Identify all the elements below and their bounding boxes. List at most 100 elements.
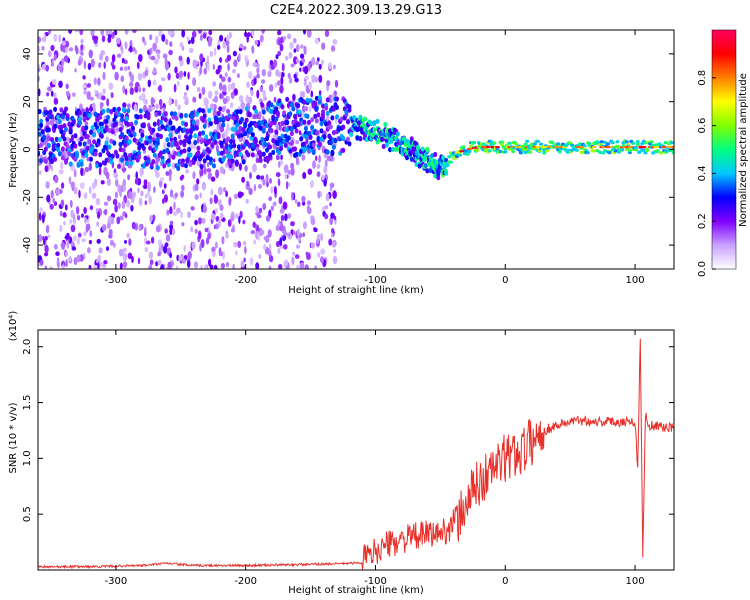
heatmap-noise-cell	[58, 34, 62, 43]
heatmap-noise-cell	[284, 173, 288, 179]
heatmap-noise-cell	[59, 224, 63, 233]
heatmap-noise-cell	[225, 162, 229, 168]
heatmap-ridge-cell	[103, 144, 107, 150]
heatmap-noise-cell	[245, 94, 250, 104]
heatmap-noise-cell	[246, 81, 250, 88]
heatmap-ridge-cell	[307, 119, 311, 125]
heatmap-ridge-cell	[464, 149, 469, 153]
heatmap-noise-cell	[57, 261, 60, 269]
heatmap-noise-cell	[318, 63, 322, 70]
heatmap-ridge-cell	[398, 140, 403, 146]
heatmap-noise-cell	[84, 121, 89, 126]
heatmap-noise-cell	[233, 241, 238, 248]
heatmap-noise-cell	[308, 106, 312, 112]
colorbar-tick-label: 0.8	[697, 70, 708, 86]
heatmap-noise-cell	[256, 73, 260, 79]
heatmap-noise-cell	[248, 187, 253, 196]
heatmap-noise-cell	[106, 195, 112, 202]
heatmap-ridge-cell	[341, 124, 346, 130]
snr-x-ticks: -300 -200 -100 0 100	[105, 330, 645, 587]
heatmap-noise-cell	[98, 167, 102, 176]
heatmap-noise-cell	[332, 255, 338, 265]
heatmap-ridge-cell	[43, 158, 48, 164]
heatmap-noise-cell	[277, 71, 282, 78]
heatmap-ridge-cell	[182, 139, 187, 145]
heatmap-ridge-cell	[364, 129, 369, 135]
heatmap-noise-cell	[306, 205, 311, 213]
heatmap-ridge-cell	[550, 140, 554, 144]
heatmap-ridge-cell	[46, 127, 51, 133]
heatmap-noise-cell	[46, 92, 50, 97]
heatmap-ridge-cell	[358, 136, 363, 142]
heatmap-noise-cell	[241, 176, 246, 183]
heatmap-noise-cell	[83, 60, 87, 70]
heatmap-ridge-cell	[165, 147, 170, 153]
heatmap-ridge-cell	[90, 125, 95, 131]
heatmap-noise-cell	[230, 228, 235, 233]
heatmap-noise-cell	[252, 221, 256, 228]
heatmap-ridge-cell	[110, 153, 115, 159]
heatmap-noise-cell	[164, 242, 169, 247]
heatmap-noise-cell	[47, 86, 52, 92]
heatmap-ridge-cell	[303, 125, 308, 132]
heatmap-ridge-cell	[349, 131, 354, 137]
heatmap-noise-cell	[155, 225, 161, 233]
heatmap-noise-cell	[218, 218, 221, 228]
heatmap-ridge-cell	[124, 160, 129, 166]
heatmap-noise-cell	[332, 39, 338, 45]
heatmap-noise-cell	[107, 223, 111, 229]
heatmap-ridge-cell	[117, 163, 121, 169]
heatmap-noise-cell	[318, 90, 322, 96]
heatmap-ridge-cell	[331, 144, 336, 150]
heatmap-noise-cell	[114, 71, 119, 81]
heatmap-ridge-cell	[201, 130, 206, 136]
heatmap-ridge-cell	[79, 136, 84, 142]
heatmap-noise-cell	[190, 206, 195, 211]
heatmap-noise-cell	[187, 71, 190, 80]
heatmap-ridge-cell	[310, 124, 315, 130]
heatmap-noise-cell	[222, 84, 227, 93]
heatmap-noise-cell	[102, 88, 106, 95]
heatmap-ridge-cell	[347, 104, 352, 110]
heatmap-ridge-cell	[48, 114, 53, 120]
heatmap-noise-cell	[64, 204, 68, 211]
heatmap-noise-cell	[45, 181, 50, 189]
heatmap-noise-cell	[191, 241, 196, 250]
heatmap-noise-cell	[79, 182, 85, 190]
heatmap-ridge-cell	[107, 128, 112, 134]
heatmap-ridge-cell	[118, 142, 123, 148]
heatmap-ridge-cell	[59, 128, 64, 135]
heatmap-ridge-cell	[207, 138, 212, 144]
heatmap-ridge-cell	[317, 94, 322, 101]
heatmap-noise-cell	[323, 259, 327, 266]
heatmap-noise-cell	[221, 133, 225, 140]
heatmap-ridge-cell	[361, 122, 366, 128]
heatmap-noise-cell	[194, 228, 198, 234]
heatmap-noise-cell	[90, 96, 94, 101]
heatmap-ridge-cell	[40, 129, 45, 135]
heatmap-noise-cell	[108, 215, 112, 222]
heatmap-ridge-cell	[138, 137, 143, 143]
heatmap-ridge-cell	[46, 135, 51, 142]
heatmap-ridge-cell	[78, 110, 83, 116]
heatmap-noise-cell	[151, 236, 155, 244]
heatmap-noise-cell	[38, 170, 42, 175]
heatmap-noise-cell	[243, 257, 246, 263]
heatmap-noise-cell	[330, 212, 335, 219]
heatmap-noise-cell	[288, 106, 292, 113]
heatmap-noise-cell	[279, 43, 284, 52]
snr-x-tick-label: -100	[364, 576, 387, 587]
heatmap-ridge-cell	[659, 151, 663, 155]
heatmap-noise-cell	[101, 35, 106, 43]
heatmap-noise-cell	[304, 76, 310, 81]
heatmap-ridge-cell	[296, 103, 301, 109]
heatmap-ridge-cell	[112, 106, 117, 113]
heatmap-noise-cell	[154, 35, 159, 45]
heatmap-noise-cell	[52, 78, 57, 85]
heatmap-noise-cell	[127, 252, 133, 260]
spectrogram-y-label: Frequency (Hz)	[8, 112, 19, 188]
heatmap-ridge-cell	[145, 135, 149, 141]
heatmap-ridge-cell	[166, 158, 171, 164]
heatmap-ridge-cell	[140, 132, 145, 138]
heatmap-ridge-cell	[184, 134, 188, 140]
